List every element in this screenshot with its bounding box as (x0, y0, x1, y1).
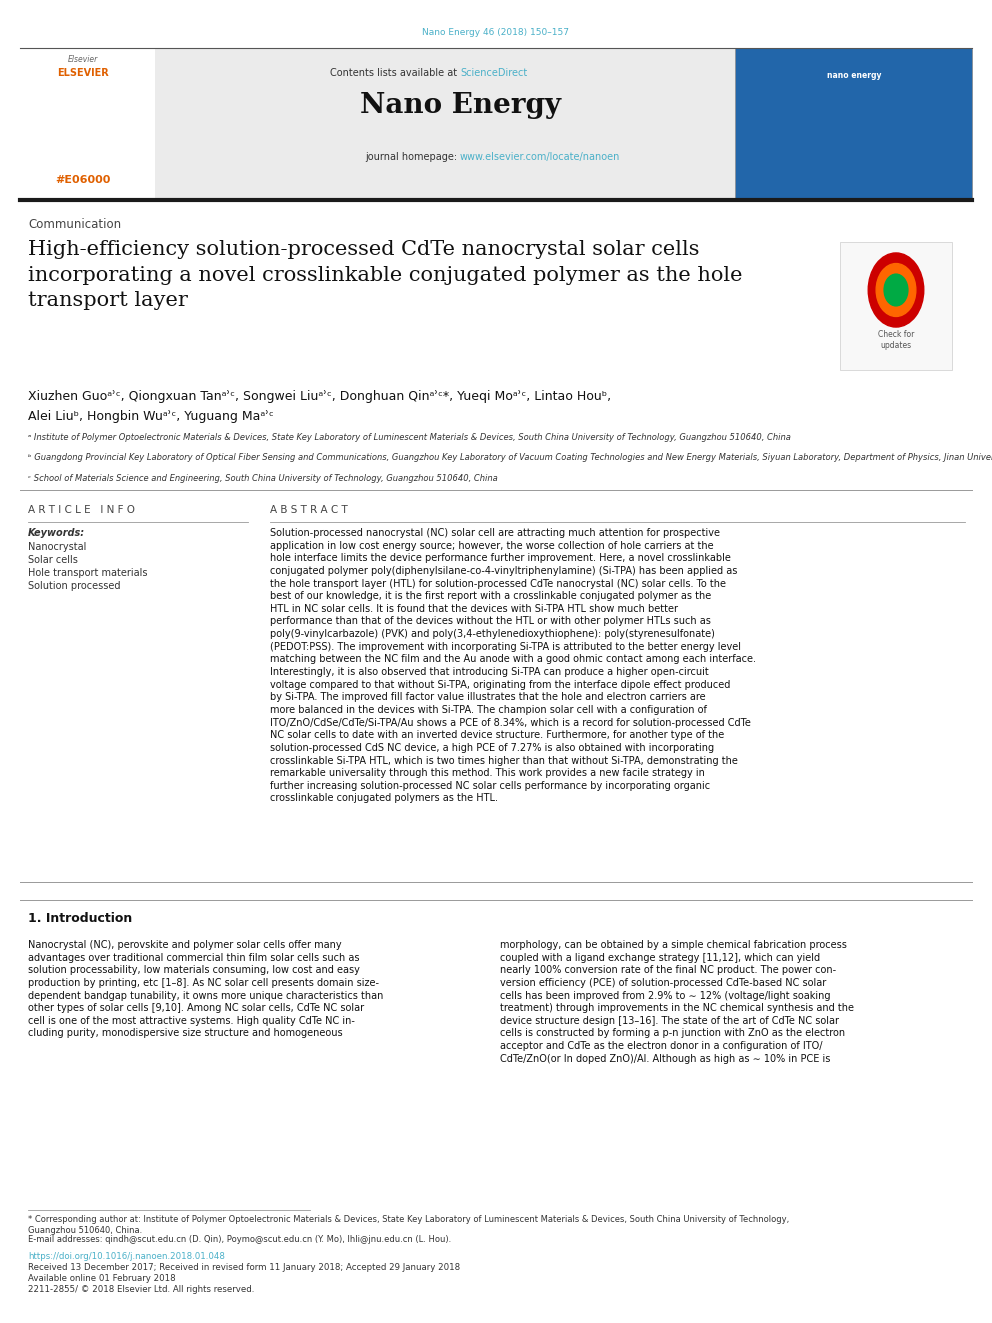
Text: A B S T R A C T: A B S T R A C T (270, 505, 348, 515)
Text: Received 13 December 2017; Received in revised form 11 January 2018; Accepted 29: Received 13 December 2017; Received in r… (28, 1263, 460, 1271)
Text: Xiuzhen Guoᵃʾᶜ, Qiongxuan Tanᵃʾᶜ, Songwei Liuᵃʾᶜ, Donghuan Qinᵃʾᶜ*, Yueqi Moᵃʾᶜ,: Xiuzhen Guoᵃʾᶜ, Qiongxuan Tanᵃʾᶜ, Songwe… (28, 390, 611, 404)
Text: Available online 01 February 2018: Available online 01 February 2018 (28, 1274, 176, 1283)
Text: Alei Liuᵇ, Hongbin Wuᵃʾᶜ, Yuguang Maᵃʾᶜ: Alei Liuᵇ, Hongbin Wuᵃʾᶜ, Yuguang Maᵃʾᶜ (28, 410, 274, 423)
Text: Communication: Communication (28, 218, 121, 232)
Text: High-efficiency solution-processed CdTe nanocrystal solar cells
incorporating a : High-efficiency solution-processed CdTe … (28, 239, 742, 311)
Text: journal homepage:: journal homepage: (365, 152, 460, 161)
Text: E-mail addresses: qindh@scut.edu.cn (D. Qin), Poymo@scut.edu.cn (Y. Mo), lhli@jn: E-mail addresses: qindh@scut.edu.cn (D. … (28, 1234, 451, 1244)
Text: Contents lists available at: Contents lists available at (329, 67, 460, 78)
Text: Check for
updates: Check for updates (878, 329, 915, 351)
Text: Solution processed: Solution processed (28, 581, 120, 591)
Text: 1. Introduction: 1. Introduction (28, 912, 132, 925)
Circle shape (884, 274, 908, 306)
Text: Solar cells: Solar cells (28, 556, 78, 565)
Text: Nanocrystal: Nanocrystal (28, 542, 86, 552)
Text: Nanocrystal (NC), perovskite and polymer solar cells offer many
advantages over : Nanocrystal (NC), perovskite and polymer… (28, 941, 383, 1039)
Text: Nano Energy: Nano Energy (359, 93, 560, 119)
Text: https://doi.org/10.1016/j.nanoen.2018.01.048: https://doi.org/10.1016/j.nanoen.2018.01… (28, 1252, 225, 1261)
Text: * Corresponding author at: Institute of Polymer Optoelectronic Materials & Devic: * Corresponding author at: Institute of … (28, 1215, 790, 1236)
Text: #E06000: #E06000 (56, 175, 111, 185)
Text: A R T I C L E   I N F O: A R T I C L E I N F O (28, 505, 135, 515)
Circle shape (868, 253, 924, 327)
Text: nano energy: nano energy (826, 70, 881, 79)
Text: ᶜ School of Materials Science and Engineering, South China University of Technol: ᶜ School of Materials Science and Engine… (28, 474, 498, 483)
Text: Nano Energy 46 (2018) 150–157: Nano Energy 46 (2018) 150–157 (423, 28, 569, 37)
Circle shape (876, 263, 916, 316)
Text: ScienceDirect: ScienceDirect (460, 67, 528, 78)
Text: www.elsevier.com/locate/nanoen: www.elsevier.com/locate/nanoen (460, 152, 620, 161)
Text: ᵃ Institute of Polymer Optoelectronic Materials & Devices, State Key Laboratory : ᵃ Institute of Polymer Optoelectronic Ma… (28, 433, 791, 442)
Text: morphology, can be obtained by a simple chemical fabrication process
coupled wit: morphology, can be obtained by a simple … (500, 941, 854, 1064)
Text: Keywords:: Keywords: (28, 528, 85, 538)
Bar (155, 48, 735, 198)
Text: ᵇ Guangdong Provincial Key Laboratory of Optical Fiber Sensing and Communication: ᵇ Guangdong Provincial Key Laboratory of… (28, 452, 992, 462)
Text: Hole transport materials: Hole transport materials (28, 568, 148, 578)
Text: ELSEVIER: ELSEVIER (58, 67, 109, 78)
Bar (20, 48, 153, 198)
Bar (735, 48, 972, 198)
Bar (840, 242, 952, 370)
Text: Elsevier: Elsevier (67, 56, 98, 64)
Text: 2211-2855/ © 2018 Elsevier Ltd. All rights reserved.: 2211-2855/ © 2018 Elsevier Ltd. All righ… (28, 1285, 254, 1294)
Text: Solution-processed nanocrystal (NC) solar cell are attracting much attention for: Solution-processed nanocrystal (NC) sola… (270, 528, 756, 803)
